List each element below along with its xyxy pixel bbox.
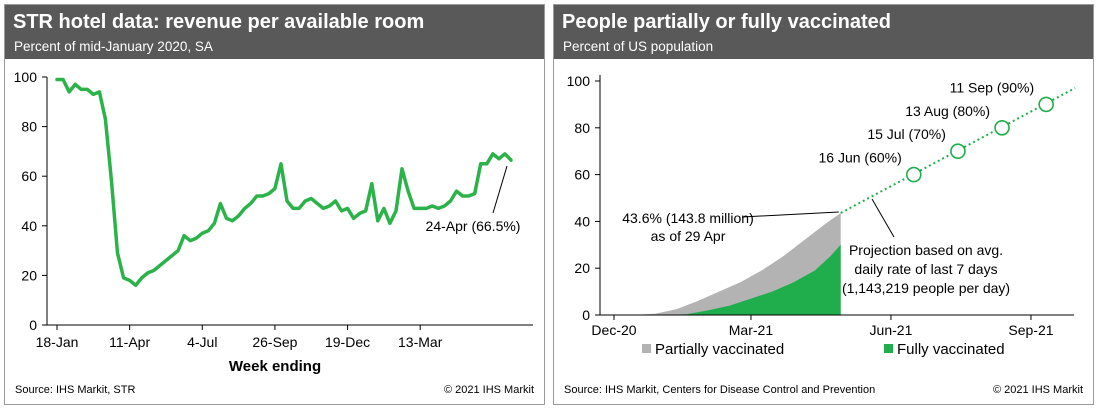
legend-swatch-partial [642, 344, 651, 353]
chart-subtitle: Percent of mid-January 2020, SA [14, 39, 213, 54]
milestone-marker [950, 143, 966, 159]
last-value-annotation: 24-Apr (66.5%) [426, 218, 521, 234]
x-tick-label: 19-Dec [325, 334, 370, 350]
x-tick-label: 11-Apr [109, 334, 150, 350]
projection-line [840, 87, 1076, 214]
x-tick-label: 26-Sep [252, 334, 297, 350]
copyright-note: © 2021 IHS Markit [443, 384, 534, 396]
milestone-label: 13 Aug (80%) [905, 103, 990, 119]
x-tick-label: Sep-21 [1008, 322, 1053, 338]
x-tick-label: Jun-21 [870, 322, 913, 338]
chart-title: People partially or fully vaccinated [562, 11, 892, 33]
revpar-panel: STR hotel data: revenue per available ro… [4, 4, 545, 405]
annotation-leader [741, 211, 839, 218]
chart-subtitle: Percent of US population [563, 39, 714, 54]
legend-label-partial: Partially vaccinated [655, 341, 784, 358]
source-note: Source: IHS Markit, STR [15, 384, 136, 396]
panel-header: People partially or fully vaccinated Per… [554, 5, 1093, 59]
y-tick-label: 80 [21, 119, 37, 135]
legend-swatch-full [884, 344, 893, 353]
annotation-leader [871, 198, 895, 238]
chart-title: STR hotel data: revenue per available ro… [13, 11, 425, 33]
milestone-label: 16 Jun (60%) [819, 150, 902, 166]
annotation-leader [492, 165, 508, 214]
milestone-label: 15 Jul (70%) [867, 126, 946, 142]
y-tick-label: 40 [574, 213, 590, 229]
y-tick-label: 60 [574, 167, 590, 183]
projection-annotation: Projection based on avg. daily rate of la… [842, 242, 1010, 296]
y-tick-label: 40 [21, 218, 37, 234]
x-axis-label: Week ending [229, 358, 321, 375]
milestone-marker [905, 166, 922, 183]
fully-vaccinated-area [633, 244, 841, 315]
legend-label-full: Fully vaccinated [897, 341, 1005, 358]
y-tick-label: 20 [21, 267, 37, 283]
x-tick-label: 13-Mar [398, 334, 443, 350]
x-tick-label: Dec-20 [591, 322, 636, 338]
revpar-series-line [55, 77, 513, 288]
y-tick-label: 100 [14, 69, 38, 85]
y-tick-label: 20 [574, 260, 590, 276]
x-tick-label: Mar-21 [729, 322, 774, 338]
source-note: Source: IHS Markit, Centers for Disease … [564, 384, 876, 396]
y-tick-label: 60 [21, 168, 37, 184]
vaccination-panel: People partially or fully vaccinated Per… [553, 4, 1094, 405]
y-tick-label: 0 [29, 317, 37, 333]
current-value-annotation: 43.6% (143.8 million) as of 29 Apr [622, 210, 754, 244]
y-tick-label: 80 [574, 120, 590, 136]
revpar-line-chart: 0 20 40 60 80 100 18-Jan 11-Apr 4-Jul 26-Sep 19-De… [14, 69, 533, 375]
milestone-label: 11 Sep (90%) [950, 79, 1035, 95]
x-tick-label: 18-Jan [36, 334, 79, 350]
x-tick-label: 4-Jul [187, 334, 217, 350]
copyright-note: © 2021 IHS Markit [992, 384, 1083, 396]
y-tick-label: 0 [582, 307, 590, 323]
panel-header: STR hotel data: revenue per available ro… [5, 5, 544, 59]
vaccination-area-chart: 16 Jun (60%) 15 Jul (70%) 13 Aug (80%) 11 S… [567, 73, 1076, 358]
milestone-marker [994, 120, 1010, 136]
milestone-marker [1038, 96, 1054, 113]
y-tick-label: 100 [567, 73, 591, 89]
